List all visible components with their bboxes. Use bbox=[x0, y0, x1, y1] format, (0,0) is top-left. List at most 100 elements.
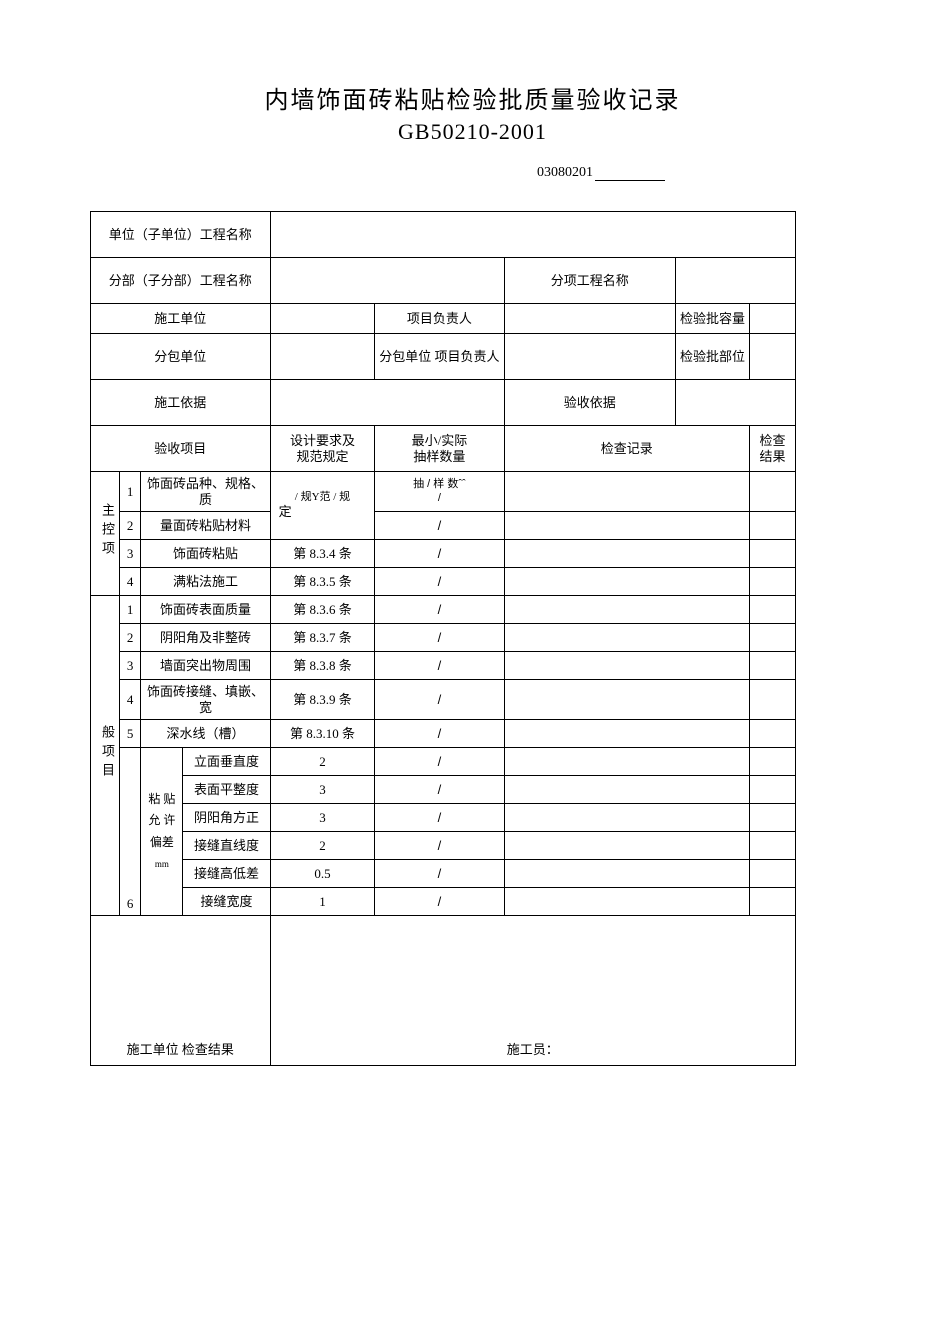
item-name: 深水线（槽） bbox=[141, 720, 270, 748]
item-name: 立面垂直度 bbox=[183, 748, 270, 776]
sample: / bbox=[375, 680, 504, 720]
result bbox=[750, 680, 796, 720]
record bbox=[504, 860, 749, 888]
idx: 5 bbox=[120, 720, 141, 748]
sample: / bbox=[375, 888, 504, 916]
deviation-row-2: 表面平整度 3 / bbox=[91, 776, 796, 804]
record bbox=[504, 720, 749, 748]
spec: 3 bbox=[270, 804, 375, 832]
group-general: 般项目 bbox=[91, 596, 120, 916]
result bbox=[750, 776, 796, 804]
value-subcontract-leader bbox=[504, 334, 675, 380]
spec: 第 8.3.6 条 bbox=[270, 596, 375, 624]
row-unit-project: 单位（子单位）工程名称 bbox=[91, 212, 796, 258]
label-batch-capacity: 检验批容量 bbox=[676, 304, 750, 334]
item-name: 表面平整度 bbox=[183, 776, 270, 804]
sample: / bbox=[375, 720, 504, 748]
record bbox=[504, 748, 749, 776]
idx: 1 bbox=[120, 472, 141, 512]
label-sub-project: 分部（子分部）工程名称 bbox=[91, 258, 271, 304]
value-sub-project bbox=[270, 258, 504, 304]
result bbox=[750, 568, 796, 596]
row-construct-check: 施工单位 检查结果 施工员： bbox=[91, 916, 796, 1066]
doc-code: 03080201 bbox=[537, 165, 593, 180]
record bbox=[504, 804, 749, 832]
col-design-req: 设计要求及 规范规定 bbox=[270, 426, 375, 472]
record bbox=[504, 888, 749, 916]
result bbox=[750, 624, 796, 652]
result bbox=[750, 860, 796, 888]
result bbox=[750, 888, 796, 916]
item-name: 饰面砖品种、规格、质 bbox=[141, 472, 270, 512]
general-row-2: 2 阴阳角及非整砖 第 8.3.7 条 / bbox=[91, 624, 796, 652]
item-name: 阴阳角方正 bbox=[183, 804, 270, 832]
sample: / bbox=[375, 652, 504, 680]
spec: 1 bbox=[270, 888, 375, 916]
idx-6: 6 bbox=[120, 748, 141, 916]
result bbox=[750, 512, 796, 540]
idx: 3 bbox=[120, 540, 141, 568]
doc-code-row: 03080201 bbox=[90, 165, 855, 181]
value-project-leader bbox=[504, 304, 675, 334]
idx: 2 bbox=[120, 624, 141, 652]
general-row-4: 4 饰面砖接缝、填嵌、宽 第 8.3.9 条 / bbox=[91, 680, 796, 720]
value-construct-basis bbox=[270, 380, 504, 426]
record bbox=[504, 624, 749, 652]
spec: 第 8.3.7 条 bbox=[270, 624, 375, 652]
spec: 2 bbox=[270, 748, 375, 776]
col-sample: 最小/实际 抽样数量 bbox=[375, 426, 504, 472]
label-subcontract-unit: 分包单位 bbox=[91, 334, 271, 380]
document-page: 内墙饰面砖粘贴检验批质量验收记录 GB50210-2001 03080201 单… bbox=[0, 0, 945, 1066]
col-item: 验收项目 bbox=[91, 426, 271, 472]
item-name: 接缝高低差 bbox=[183, 860, 270, 888]
item-name: 饰面砖接缝、填嵌、宽 bbox=[141, 680, 270, 720]
deviation-row-6: 接缝宽度 1 / bbox=[91, 888, 796, 916]
sample: 抽 / 样 数ˆˆ/ bbox=[375, 472, 504, 512]
spec: 2 bbox=[270, 832, 375, 860]
item-name: 接缝宽度 bbox=[183, 888, 270, 916]
main-ctrl-row-1: 主控项 1 饰面砖品种、规格、质 / 规Y范 / 规 定 抽 / 样 数ˆˆ/ bbox=[91, 472, 796, 512]
label-unit-project: 单位（子单位）工程名称 bbox=[91, 212, 271, 258]
main-ctrl-row-4: 4 满粘法施工 第 8.3.5 条 / bbox=[91, 568, 796, 596]
row-subcontract: 分包单位 分包单位 项目负责人 检验批部位 bbox=[91, 334, 796, 380]
group-main-ctrl: 主控项 bbox=[91, 472, 120, 596]
label-batch-position: 检验批部位 bbox=[676, 334, 750, 380]
main-ctrl-row-2: 2 量面砖粘贴材料 / bbox=[91, 512, 796, 540]
label-construct-check: 施工单位 检查结果 bbox=[91, 916, 271, 1066]
sample: / bbox=[375, 776, 504, 804]
col-result: 检查 结果 bbox=[750, 426, 796, 472]
result bbox=[750, 720, 796, 748]
idx: 2 bbox=[120, 512, 141, 540]
title-block: 内墙饰面砖粘贴检验批质量验收记录 GB50210-2001 bbox=[90, 80, 855, 145]
spec: 第 8.3.5 条 bbox=[270, 568, 375, 596]
item-name: 接缝直线度 bbox=[183, 832, 270, 860]
sample: / bbox=[375, 748, 504, 776]
row-construct-unit: 施工单位 项目负责人 检验批容量 bbox=[91, 304, 796, 334]
idx: 3 bbox=[120, 652, 141, 680]
record bbox=[504, 512, 749, 540]
record bbox=[504, 568, 749, 596]
item-name: 满粘法施工 bbox=[141, 568, 270, 596]
value-unit-project bbox=[270, 212, 795, 258]
value-construct-check: 施工员： bbox=[270, 916, 795, 1066]
result bbox=[750, 596, 796, 624]
sample: / bbox=[375, 860, 504, 888]
record bbox=[504, 680, 749, 720]
label-construct-unit: 施工单位 bbox=[91, 304, 271, 334]
main-ctrl-row-3: 3 饰面砖粘贴 第 8.3.4 条 / bbox=[91, 540, 796, 568]
sample: / bbox=[375, 832, 504, 860]
general-row-1: 般项目 1 饰面砖表面质量 第 8.3.6 条 / bbox=[91, 596, 796, 624]
deviation-row-4: 接缝直线度 2 / bbox=[91, 832, 796, 860]
value-subcontract-unit bbox=[270, 334, 375, 380]
sample: / bbox=[375, 804, 504, 832]
idx: 4 bbox=[120, 568, 141, 596]
spec: / 规Y范 / 规 定 bbox=[270, 472, 375, 540]
result bbox=[750, 748, 796, 776]
item-name: 量面砖粘贴材料 bbox=[141, 512, 270, 540]
item-name: 阴阳角及非整砖 bbox=[141, 624, 270, 652]
record bbox=[504, 652, 749, 680]
value-batch-capacity bbox=[750, 304, 796, 334]
deviation-group-label: 粘 贴 允 许 偏差 mm bbox=[141, 748, 183, 916]
label-project-leader: 项目负责人 bbox=[375, 304, 504, 334]
sample: / bbox=[375, 596, 504, 624]
